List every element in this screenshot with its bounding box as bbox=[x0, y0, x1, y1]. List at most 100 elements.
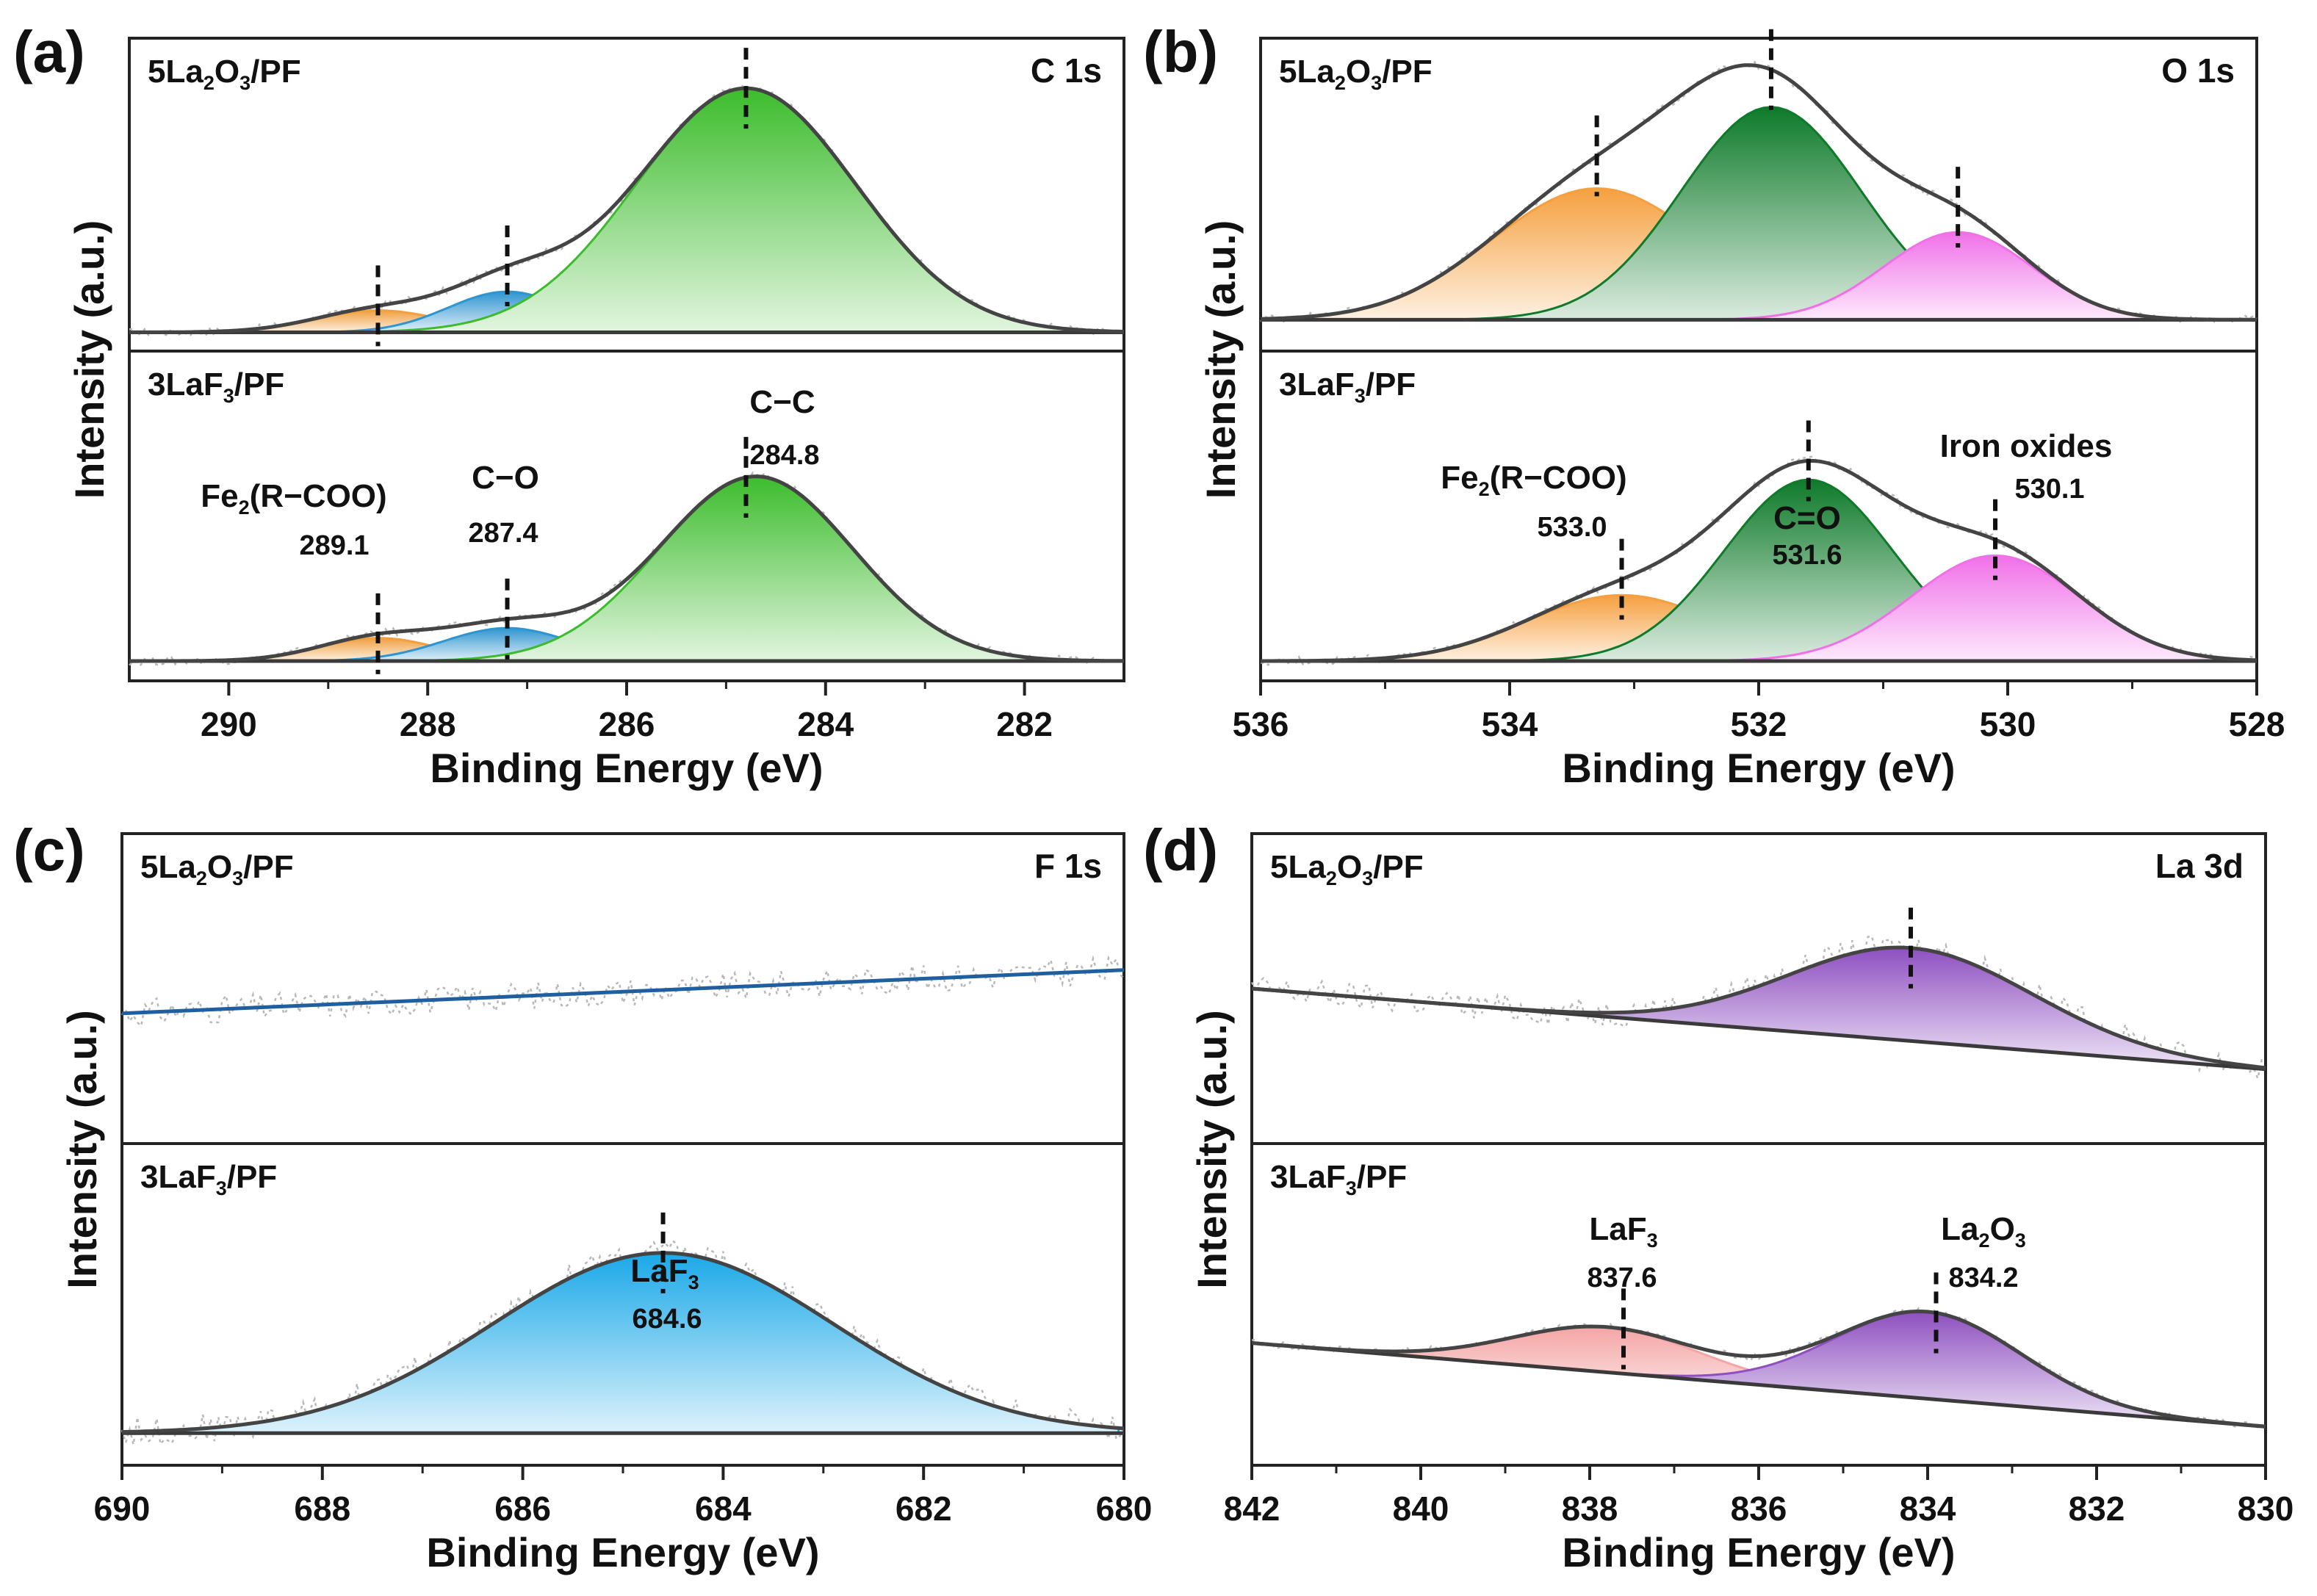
sample-label-part: 5La bbox=[148, 54, 203, 90]
envelope-line bbox=[1260, 63, 2257, 322]
background-line bbox=[121, 968, 1125, 1016]
x-tick-label: 282 bbox=[996, 705, 1053, 743]
series-1: 3LaF3/PF bbox=[120, 1159, 1125, 1447]
envelope-line bbox=[129, 86, 1125, 334]
annotation-value: 834.2 bbox=[1948, 1263, 2018, 1293]
sample-label-part: 5La bbox=[1270, 849, 1326, 885]
sample-label: 5La2O3/PF bbox=[1270, 849, 1424, 889]
series-0: 5La2O3/PF bbox=[121, 849, 1125, 1028]
sample-label: 5La2O3/PF bbox=[1279, 54, 1433, 94]
sample-label-part: 3 bbox=[1346, 1177, 1357, 1199]
x-tick-label: 686 bbox=[494, 1490, 551, 1528]
annotation-value: 287.4 bbox=[468, 518, 538, 549]
annotation-name-part: C−C bbox=[749, 384, 815, 420]
annotation-name: C=O bbox=[1773, 500, 1841, 536]
panel-2: (c) 5La2O3/PF 3LaF3/PF F 1s LaF3 684.6 690 688 6… bbox=[13, 817, 1152, 1575]
sample-label: 3LaF3/PF bbox=[1270, 1159, 1407, 1199]
sample-label-part: 5La bbox=[140, 849, 196, 885]
x-tick-label: 288 bbox=[400, 705, 456, 743]
annotation-name: LaF3 bbox=[1589, 1211, 1657, 1252]
annotation-value: 533.0 bbox=[1537, 512, 1607, 543]
annotation-value: 837.6 bbox=[1587, 1263, 1657, 1293]
sample-label-part: 2 bbox=[1326, 867, 1337, 889]
annotation-name: Fe2(R−COO) bbox=[1441, 460, 1626, 500]
x-tick-label: 684 bbox=[695, 1490, 752, 1528]
annotation-name-part: 2 bbox=[239, 497, 250, 519]
x-tick-label: 290 bbox=[201, 705, 257, 743]
annotation-value: 684.6 bbox=[632, 1304, 702, 1335]
x-axis-label: Binding Energy (eV) bbox=[430, 745, 823, 791]
series-0: 5La2O3/PF bbox=[1260, 29, 2257, 325]
annotation-name-part: 3 bbox=[688, 1271, 699, 1293]
fitted-peak bbox=[132, 1252, 1120, 1434]
x-tick-label: 284 bbox=[797, 705, 854, 743]
x-tick-label: 534 bbox=[1482, 705, 1538, 743]
annotation-name-part: (R−COO) bbox=[1490, 460, 1627, 496]
envelope-line bbox=[129, 474, 1125, 663]
x-tick-label: 688 bbox=[294, 1490, 350, 1528]
x-tick-label: 842 bbox=[1224, 1490, 1280, 1528]
sample-label-part: /PF bbox=[234, 366, 284, 402]
series-1: 3LaF3/PF bbox=[129, 366, 1125, 674]
annotation-name: La2O3 bbox=[1941, 1211, 2026, 1252]
annotation-name: C−O bbox=[472, 460, 539, 496]
sample-label: 3LaF3/PF bbox=[1279, 366, 1416, 407]
x-tick-label: 834 bbox=[1900, 1490, 1956, 1528]
x-tick-label: 528 bbox=[2229, 705, 2285, 743]
sample-label-part: 3LaF bbox=[148, 366, 223, 402]
panel-label: (d) bbox=[1143, 817, 1218, 883]
sample-label-part: 3 bbox=[1355, 385, 1366, 407]
sample-label: 3LaF3/PF bbox=[140, 1159, 277, 1199]
annotation-name-part: (R−COO) bbox=[250, 478, 387, 514]
y-axis-label: Intensity (a.u.) bbox=[66, 220, 112, 499]
y-axis-label: Intensity (a.u.) bbox=[1197, 220, 1244, 499]
annotation-value: 531.6 bbox=[1772, 540, 1842, 571]
raw-data-trace bbox=[1260, 455, 2258, 667]
annotation-value: 289.1 bbox=[299, 530, 369, 561]
spectrum-title: F 1s bbox=[1034, 847, 1102, 885]
sample-label: 3LaF3/PF bbox=[148, 366, 284, 407]
x-tick-label: 690 bbox=[94, 1490, 151, 1528]
sample-label-part: 2 bbox=[1335, 72, 1346, 94]
sample-label-part: /PF bbox=[1357, 1159, 1407, 1195]
sample-label-part: O bbox=[1337, 849, 1362, 885]
x-tick-label: 530 bbox=[1980, 705, 2036, 743]
background-line bbox=[1251, 1341, 2266, 1429]
sample-label-part: O bbox=[1346, 54, 1371, 90]
sample-label-part: /PF bbox=[1366, 366, 1416, 402]
sample-label-part: 3 bbox=[1371, 72, 1382, 94]
x-tick-label: 832 bbox=[2069, 1490, 2125, 1528]
sample-label-part: 3 bbox=[239, 72, 251, 94]
panel-label: (c) bbox=[13, 817, 85, 883]
annotation-name-part: Fe bbox=[201, 478, 238, 514]
series-0: 5La2O3/PF bbox=[129, 48, 1125, 347]
panel-label: (a) bbox=[13, 19, 85, 84]
y-axis-label: Intensity (a.u.) bbox=[59, 1010, 105, 1289]
series-1: 3 LaF3/PF bbox=[1251, 1159, 2266, 1431]
annotation-name: Fe2(R−COO) bbox=[201, 478, 386, 519]
sample-label-part: /PF bbox=[227, 1159, 277, 1195]
sample-label-part: 2 bbox=[203, 72, 215, 94]
annotation-name-part: LaF bbox=[1589, 1211, 1646, 1247]
annotation-name-part: C=O bbox=[1773, 500, 1841, 536]
annotation-name-part: 2 bbox=[1979, 1230, 1990, 1252]
sample-label: 5La2O3/PF bbox=[140, 849, 294, 889]
x-tick-label: 536 bbox=[1233, 705, 1289, 743]
x-tick-label: 532 bbox=[1731, 705, 1787, 743]
x-tick-label: 682 bbox=[896, 1490, 952, 1528]
x-tick-label: 286 bbox=[599, 705, 655, 743]
sample-label-part: 3 bbox=[232, 867, 243, 889]
sample-label-part: 3 bbox=[1362, 867, 1373, 889]
envelope-line bbox=[1251, 945, 2266, 1070]
annotation-name: LaF3 bbox=[630, 1253, 699, 1293]
envelope-line bbox=[1261, 458, 2257, 663]
sample-label-part: /PF bbox=[243, 849, 293, 885]
spectrum-title: La 3d bbox=[2155, 847, 2244, 885]
envelope-line bbox=[1251, 1309, 2266, 1429]
annotation-name: C−C bbox=[749, 384, 815, 420]
x-tick-label: 838 bbox=[1562, 1490, 1618, 1528]
sample-label-part: 5La bbox=[1279, 54, 1335, 90]
